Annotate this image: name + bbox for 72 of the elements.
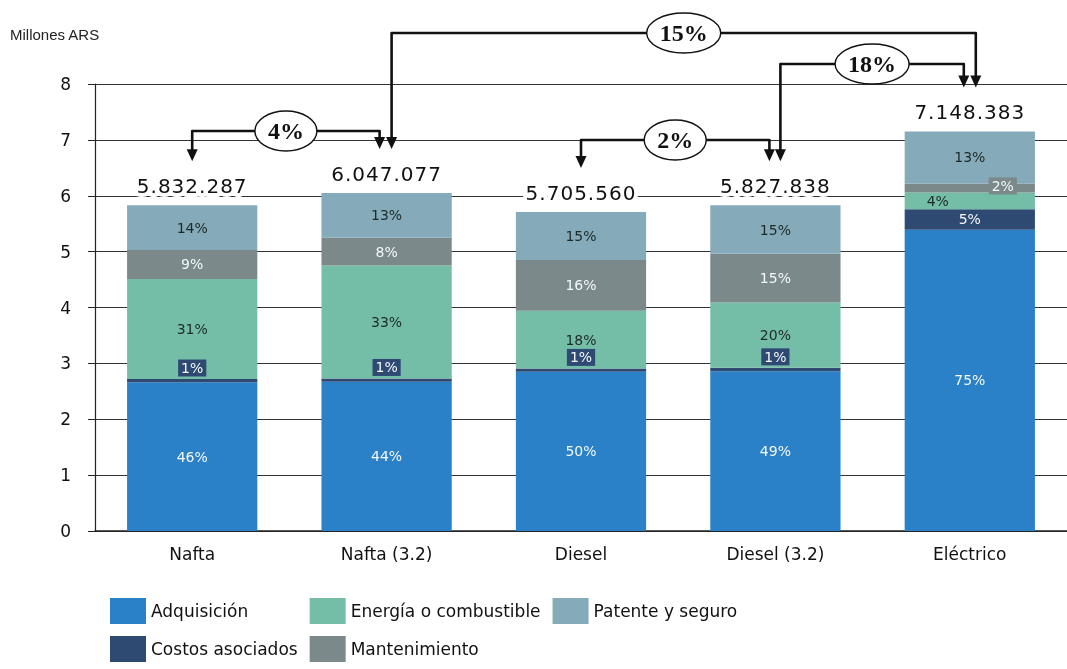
bar: [515, 260, 647, 311]
annotation: 1%: [569, 349, 593, 366]
annotation: 13%: [371, 207, 403, 224]
x-tick-label: Diesel (3.2): [726, 543, 825, 564]
annotation: 31%: [176, 321, 208, 338]
bar: [710, 371, 841, 531]
annotation: 8%: [375, 243, 398, 260]
bar: [904, 192, 1035, 210]
x-tick-label: Nafta (3.2): [340, 543, 433, 564]
annotation: 15%: [565, 227, 597, 244]
bar: [127, 279, 258, 380]
annotation: 9%: [181, 256, 204, 273]
annotation: 2%: [991, 177, 1014, 194]
bar: [904, 229, 1035, 531]
x-tick-label: Eléctrico: [933, 543, 1007, 564]
annotation: 1%: [181, 360, 204, 377]
annotation: 7.148.383: [914, 100, 1026, 125]
y-tick-label: 4: [60, 297, 71, 318]
annotation: 20%: [759, 327, 791, 344]
bar: [515, 310, 647, 369]
annotation: 16%: [565, 277, 597, 294]
annotation: 33%: [371, 314, 403, 331]
legend-label: Patente y seguro: [593, 601, 738, 621]
bar: [127, 205, 258, 250]
bar: [710, 205, 841, 254]
bar: [515, 211, 647, 261]
y-axis-title: Millones ARS: [10, 26, 100, 43]
x-tick-label: Nafta: [169, 543, 216, 564]
legend-label: Energía o combustible: [350, 601, 541, 621]
bar: [321, 265, 452, 379]
y-tick-label: 6: [60, 185, 71, 206]
annotation: 1%: [764, 348, 787, 365]
annotation: 1%: [375, 359, 398, 376]
annotation: 18%: [565, 331, 597, 348]
bar: [321, 192, 452, 238]
bar: [710, 302, 841, 368]
y-tick-label: 5: [60, 241, 71, 262]
annotation: 6.047.077: [331, 161, 442, 186]
annotation: 4%: [267, 118, 304, 144]
legend-label: Costos asociados: [151, 639, 298, 659]
bar: [321, 237, 452, 266]
legend-label: Adquisición: [151, 601, 249, 621]
annotation: 15%: [759, 270, 791, 287]
y-tick-label: 2: [60, 409, 71, 430]
y-tick-label: 7: [60, 129, 71, 150]
annotation: 44%: [371, 448, 403, 465]
bar: [127, 249, 258, 279]
text: 15%: [659, 20, 708, 46]
annotation: 14%: [176, 219, 208, 236]
annotation: 2%: [657, 127, 694, 153]
bar: [710, 253, 841, 303]
annotation: 50%: [565, 443, 597, 460]
bar: [321, 381, 452, 531]
y-tick-label: 1: [60, 465, 71, 486]
annotation: 5.832.287: [136, 174, 248, 199]
annotation: 15%: [759, 221, 791, 238]
bar: [515, 371, 647, 531]
annotation: 5.827.838: [720, 174, 831, 199]
annotation: 5%: [958, 211, 981, 228]
annotation: 49%: [759, 443, 791, 460]
annotation: 46%: [176, 448, 208, 465]
annotation: 4%: [926, 192, 949, 209]
y-tick-label: 3: [60, 353, 71, 374]
annotation: 13%: [954, 149, 986, 166]
text: 18%: [848, 51, 897, 77]
annotation: 75%: [954, 372, 986, 389]
y-tick-label: 0: [60, 521, 71, 541]
y-tick-label: 8: [60, 74, 71, 94]
x-tick-label: Diesel: [554, 543, 608, 564]
bar: [904, 209, 1035, 230]
legend-label: Mantenimiento: [350, 639, 479, 659]
bar: [127, 382, 258, 531]
